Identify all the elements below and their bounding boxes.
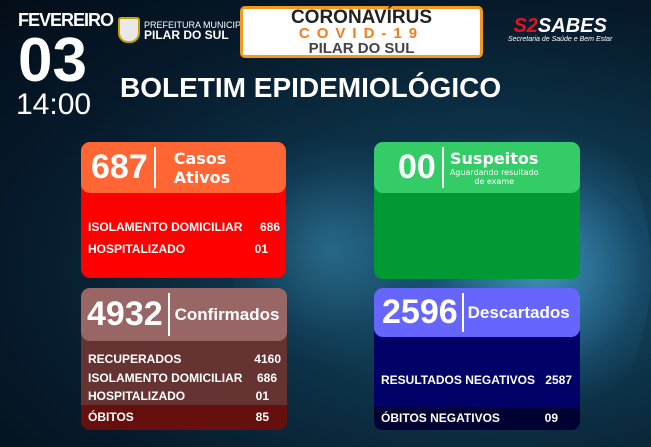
covid-banner: CORONAVÍRUS COVID-19 PILAR DO SUL	[240, 6, 483, 58]
row-label: HOSPITALIZADO	[88, 242, 186, 256]
confirmados-value: 4932	[87, 295, 163, 333]
prefeitura-line2: PILAR DO SUL	[144, 27, 229, 42]
casos-label: Casos	[173, 148, 227, 168]
row-hospitalizado: HOSPITALIZADO 01	[88, 389, 269, 403]
obitos-value: 85	[255, 410, 269, 424]
row-value: 686	[256, 371, 277, 385]
suspeitos-sub1: Aguardando resultado	[449, 167, 539, 177]
row-label: RECUPERADOS	[88, 352, 182, 366]
banner-line3: PILAR DO SUL	[308, 40, 415, 57]
suspeitos-value: 00	[398, 148, 436, 186]
row-label: ISOLAMENTO DOMICILIAR	[88, 371, 243, 385]
row-isolamento: ISOLAMENTO DOMICILIAR 686	[88, 220, 280, 234]
row-value: 2587	[545, 373, 572, 387]
row-value: 4160	[254, 352, 281, 366]
row-value: 01	[254, 242, 268, 256]
descartados-label: Descartados	[467, 302, 570, 322]
sabes-logo-text: SABES	[537, 15, 607, 37]
row-hospitalizado: HOSPITALIZADO 01	[88, 242, 268, 256]
confirmados-label: Confirmados	[174, 304, 280, 324]
row-value: 686	[259, 220, 280, 234]
row-label: HOSPITALIZADO	[88, 389, 186, 403]
obitos-row: ÓBITOS 85	[81, 405, 287, 430]
row-value: 01	[255, 389, 269, 403]
crest-icon	[118, 17, 140, 43]
date-time: 14:00	[16, 88, 92, 121]
sabes-subtitle: Secretaria de Saúde e Bem Estar	[508, 36, 613, 43]
prefeitura-logo: PREFEITURA MUNICIPAL PILAR DO SUL	[118, 17, 251, 43]
row-resultados-negativos: RESULTADOS NEGATIVOS 2587	[381, 373, 572, 387]
suspeitos-sub2: de exame	[474, 176, 515, 186]
row-label: RESULTADOS NEGATIVOS	[381, 373, 536, 387]
obitos-negativos-row: ÓBITOS NEGATIVOS 09	[374, 407, 580, 430]
row-label: ISOLAMENTO DOMICILIAR	[88, 220, 243, 234]
row-isolamento: ISOLAMENTO DOMICILIAR 686	[88, 371, 277, 385]
card-suspeitos: 00 Suspeitos Aguardando resultado de exa…	[374, 142, 580, 279]
banner-line1: CORONAVÍRUS	[290, 7, 433, 28]
obitos-negativos-label: ÓBITOS NEGATIVOS	[381, 411, 500, 425]
card-descartados: 2596 Descartados RESULTADOS NEGATIVOS 258…	[374, 288, 580, 430]
date-month: FEVEREIRO	[18, 10, 114, 30]
casos-ativos-value: 687	[91, 148, 148, 186]
sabes-logo: S2SABES Secretaria de Saúde e Bem Estar	[508, 16, 612, 43]
page-title: BOLETIM EPIDEMIOLÓGICO	[120, 72, 502, 103]
obitos-negativos-value: 09	[544, 411, 558, 425]
heart-icon: S2	[513, 15, 538, 37]
row-recuperados: RECUPERADOS 4160	[88, 352, 281, 366]
card-confirmados: 4932 Confirmados RECUPERADOS 4160 ISOLAME…	[81, 288, 287, 430]
card-casos-ativos: 687 Casos Ativos ISOLAMENTO DOMICILIAR 68…	[81, 142, 286, 278]
banner-line2: COVID-19	[298, 25, 425, 42]
date-day: 03	[18, 26, 87, 95]
obitos-label: ÓBITOS	[88, 410, 134, 424]
descartados-value: 2596	[382, 293, 458, 331]
prefeitura-line1: PREFEITURA MUNICIPAL	[144, 19, 252, 30]
suspeitos-label: Suspeitos	[450, 148, 539, 168]
ativos-label: Ativos	[173, 167, 231, 187]
